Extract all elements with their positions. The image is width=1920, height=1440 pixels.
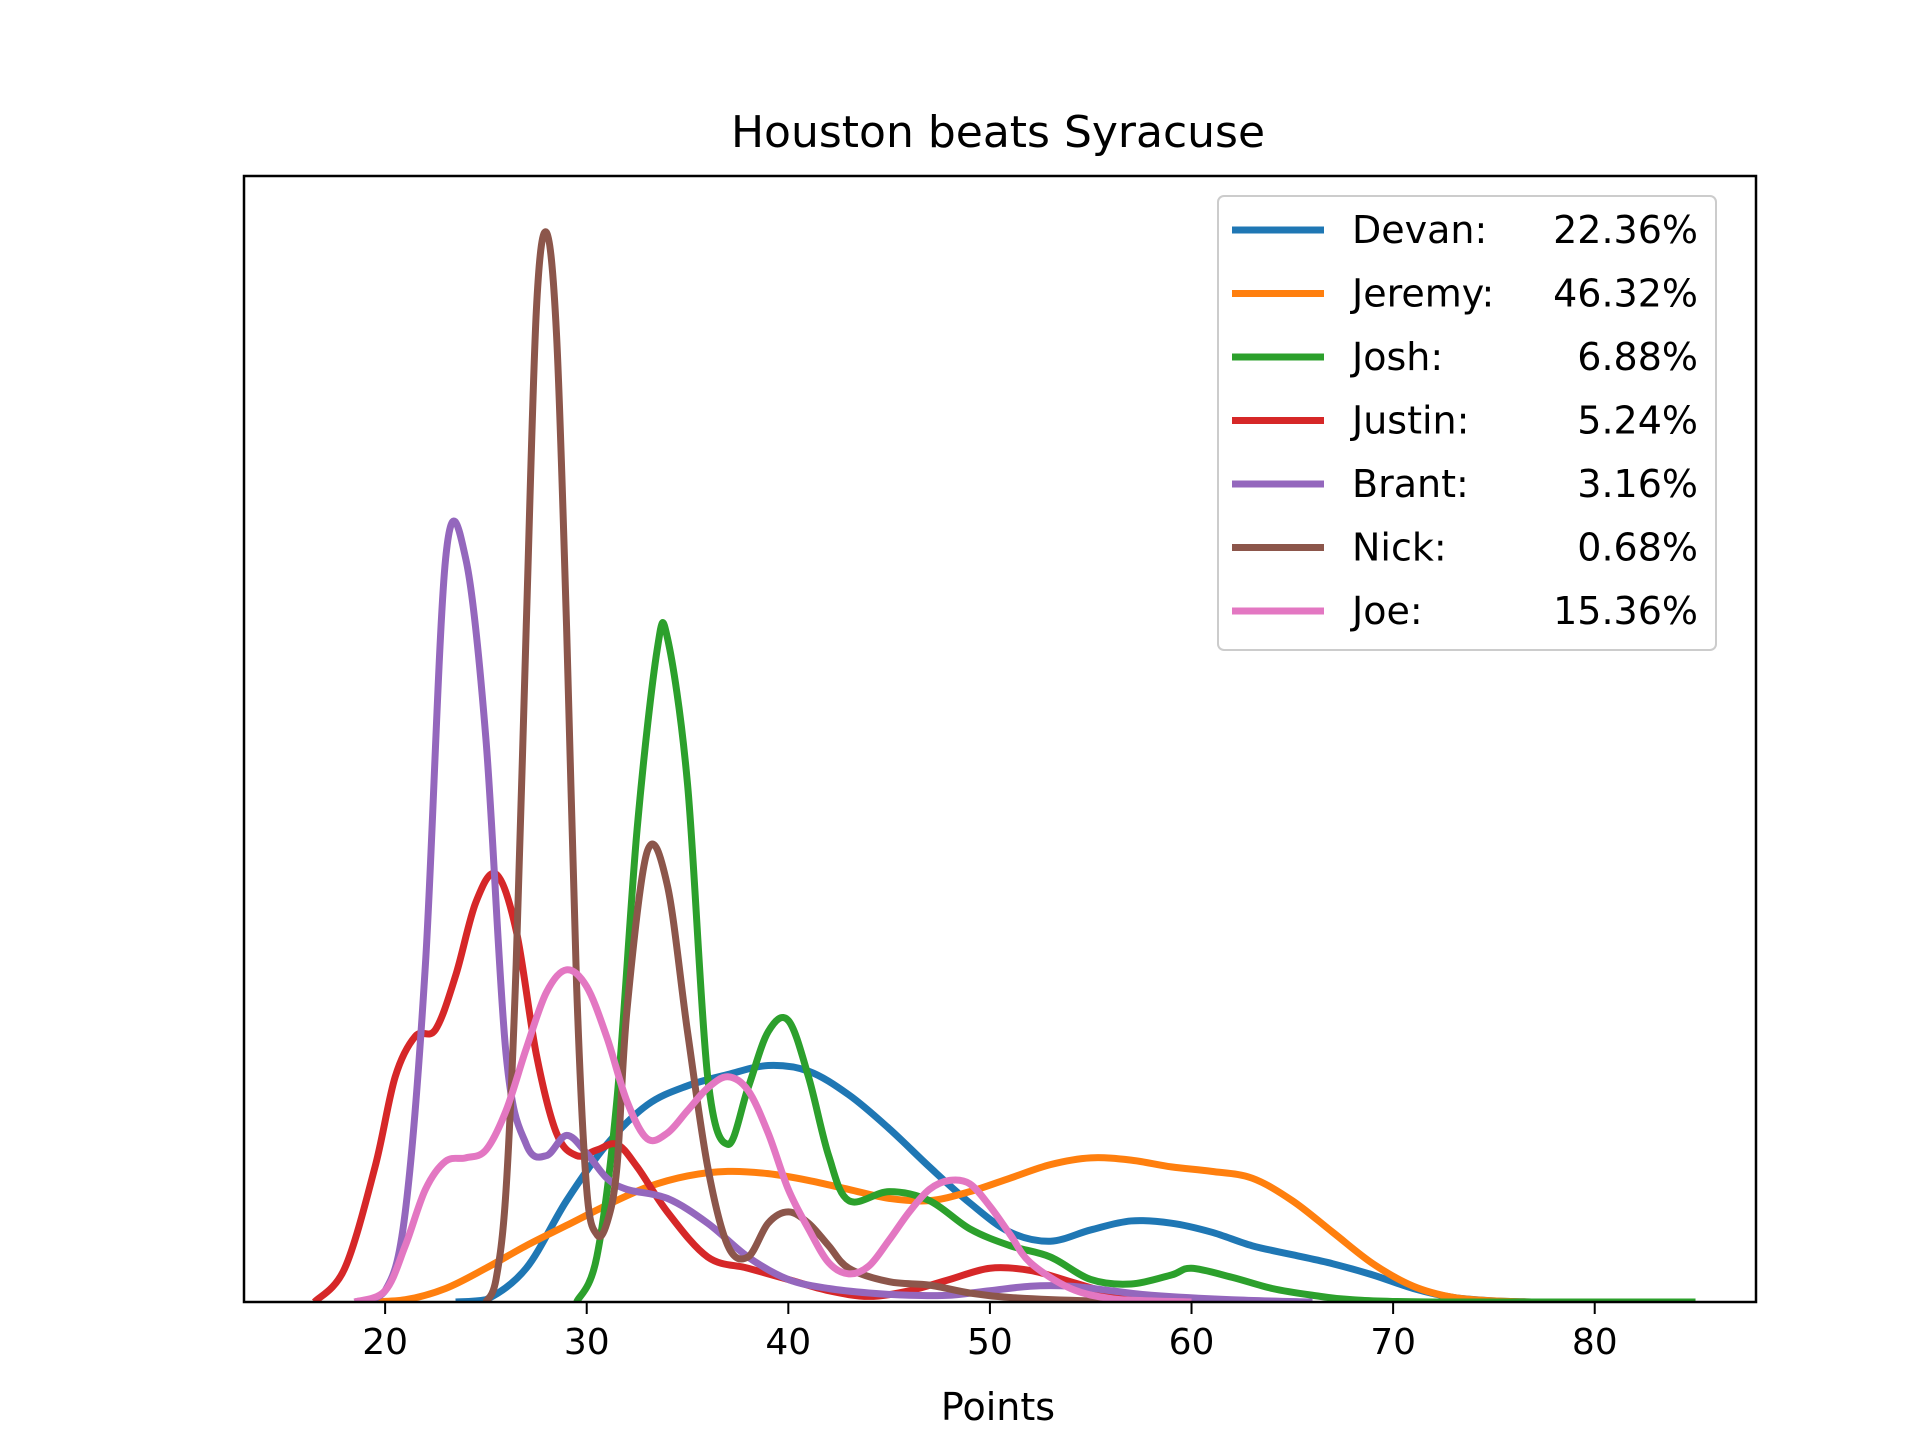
x-tick-label: 80 <box>1572 1322 1618 1363</box>
series-line-brant <box>353 517 1313 1302</box>
x-axis-label: Points <box>941 1385 1055 1429</box>
x-tick-label: 70 <box>1370 1322 1416 1363</box>
legend-entry: Joe: 15.36% <box>1232 589 1698 633</box>
legend-name: Josh: <box>1350 335 1443 379</box>
legend-name: Jeremy: <box>1350 272 1494 316</box>
legend-percent: 15.36% <box>1553 589 1698 633</box>
legend-entry: Nick: 0.68% <box>1232 526 1698 570</box>
legend: Devan: 22.36% Jeremy: 46.32% Josh: 6.88% Justi… <box>1217 195 1717 651</box>
legend-percent: 3.16% <box>1577 462 1698 506</box>
legend-name: Nick: <box>1352 526 1447 570</box>
x-axis: 20 30 40 50 60 70 80 <box>362 1302 1618 1363</box>
plot-frame <box>242 174 1758 1304</box>
x-tick-label: 30 <box>564 1322 610 1363</box>
series-line-nick <box>482 228 1192 1302</box>
legend-box <box>1217 195 1717 651</box>
legend-entry: Brant: 3.16% <box>1232 462 1698 506</box>
x-tick-label: 20 <box>362 1322 408 1363</box>
legend-name: Devan: <box>1352 208 1487 252</box>
legend-name: Joe: <box>1350 589 1423 633</box>
legend-name: Brant: <box>1352 462 1469 506</box>
legend-entry: Josh: 6.88% <box>1232 335 1698 379</box>
legend-entry: Justin: 5.24% <box>1232 399 1698 443</box>
series-line-josh <box>573 619 1696 1302</box>
plot-area <box>242 174 1758 1304</box>
x-tick-label: 40 <box>765 1322 811 1363</box>
legend-percent: 22.36% <box>1553 208 1698 252</box>
legend-entry: Devan: 22.36% <box>1232 208 1698 252</box>
legend-percent: 46.32% <box>1553 272 1698 316</box>
x-tick-label: 60 <box>1169 1322 1215 1363</box>
legend-percent: 5.24% <box>1577 399 1698 443</box>
legend-entry: Jeremy: 46.32% <box>1232 272 1698 316</box>
legend-name: Justin: <box>1350 399 1469 443</box>
series-line-joe <box>353 966 1192 1302</box>
series-line-jeremy <box>364 1154 1535 1302</box>
chart-title: Houston beats Syracuse <box>731 107 1265 158</box>
legend-percent: 6.88% <box>1577 335 1698 379</box>
x-tick-label: 50 <box>967 1322 1013 1363</box>
legend-percent: 0.68% <box>1577 526 1698 570</box>
